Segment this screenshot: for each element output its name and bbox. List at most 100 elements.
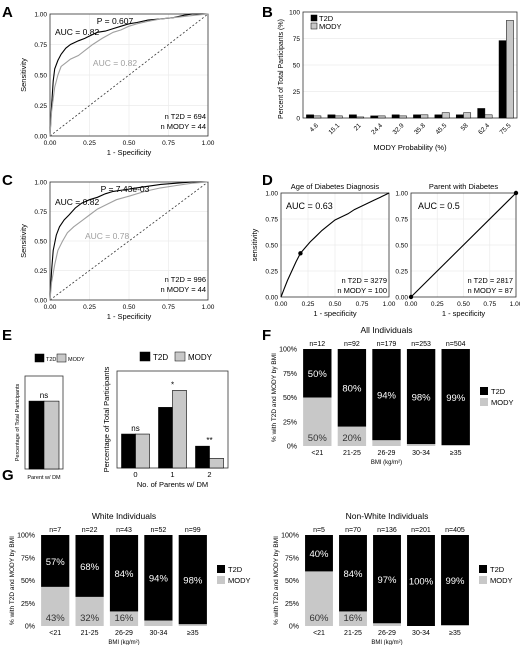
G2-t2d-percent-label: 40% — [309, 549, 329, 560]
G2-title: Non-White Individuals — [346, 511, 429, 521]
F-bar-t2d — [337, 349, 367, 427]
G2-y-tick-label: 50% — [285, 578, 299, 585]
G1-y-tick-label: 75% — [21, 555, 35, 562]
A-roc-curve-gray — [49, 13, 209, 137]
G1-t2d-percent-label: 57% — [46, 557, 66, 568]
F-y-tick-label: 25% — [283, 419, 297, 426]
B-bar-mody — [399, 115, 407, 119]
A-x-tick-label: 0.00 — [44, 140, 57, 147]
A-plot-frame — [49, 13, 209, 137]
B-y-tick-label: 25 — [293, 89, 301, 96]
A-annotation-n_mody: n MODY = 44 — [160, 122, 206, 131]
D1-x-tick-label: 0.00 — [275, 301, 288, 308]
E2-bar-t2d — [195, 445, 210, 469]
G1-bar-t2d — [75, 535, 104, 597]
E2-bar-mody — [209, 457, 224, 469]
F-legend-swatch-t2d — [480, 387, 488, 395]
D1-title: Age of Diabetes Diagnosis — [291, 182, 380, 191]
G2-y-tick-label: 0% — [289, 624, 299, 631]
E1-significance-label: ns — [40, 391, 48, 400]
B-bar-mody — [356, 116, 365, 119]
G2-bar-t2d — [407, 535, 435, 626]
G1-x-tick-label: 30-34 — [149, 630, 167, 637]
F-bar-mody — [441, 445, 470, 446]
G1-title: White Individuals — [92, 511, 156, 521]
F-x-tick-label: 21-25 — [343, 450, 361, 457]
D2-y-tick-label: 1.00 — [395, 191, 408, 198]
B-bar-t2d — [391, 114, 400, 119]
G1-y-tick-label: 50% — [21, 578, 35, 585]
G2-bar-mody — [441, 625, 469, 626]
E2-bar-mody — [135, 433, 150, 469]
E2-legend-label-mody: MODY — [188, 353, 213, 362]
G1-mody-percent-label: 32% — [80, 613, 100, 624]
A-y-tick-label: 0.25 — [34, 103, 47, 110]
G1-legend-swatch-t2d — [217, 565, 225, 573]
E1-legend-swatch-t2d — [34, 353, 45, 363]
F-y-tick-label: 0% — [287, 444, 297, 451]
D1-roc-curve-black — [280, 192, 390, 298]
C-x-tick-label: 0.25 — [83, 304, 96, 311]
G1-bar-t2d — [144, 535, 173, 621]
B-bar-mody — [334, 115, 343, 119]
C-annotation-n_t2d: n T2D = 996 — [165, 275, 206, 284]
panel-label-f: F — [262, 327, 271, 344]
G2-bar-t2d — [339, 535, 367, 612]
A-x-tick-label: 0.75 — [162, 140, 175, 147]
A-x-tick-label: 1.00 — [202, 140, 215, 147]
E2-x-tick-label: 1 — [170, 470, 174, 479]
G1-n-label: n=99 — [185, 527, 201, 534]
D2-annotation-n_mody: n MODY = 87 — [467, 286, 513, 295]
A-y-tick-label: 0.00 — [34, 134, 47, 141]
B-x-tick-label: 4.6 — [309, 122, 321, 134]
G2-t2d-percent-label: 99% — [445, 576, 465, 587]
G2-legend-swatch-mody — [479, 576, 487, 584]
D1-y-axis-label: sensitivity — [250, 228, 259, 261]
F-legend-swatch-mody — [480, 398, 488, 406]
G2-bar-t2d — [441, 535, 469, 626]
F-x-tick-label: 26-29 — [378, 450, 396, 457]
B-legend-label-t2d: T2D — [319, 14, 334, 23]
G2-bar-t2d — [305, 535, 333, 572]
E2-legend-swatch-t2d — [139, 351, 151, 362]
B-x-tick-label: 32.9 — [392, 122, 406, 136]
G1-n-label: n=22 — [82, 527, 98, 534]
C-annotation-auc_gray: AUC = 0.78 — [85, 231, 129, 241]
B-legend-swatch-t2d — [310, 14, 318, 22]
B-bar-t2d — [477, 108, 486, 119]
C-y-tick-label: 0.00 — [34, 298, 47, 305]
G1-bar-mody — [144, 620, 173, 626]
G1-y-tick-label: 0% — [25, 624, 35, 631]
E1-legend-swatch-mody — [56, 353, 67, 363]
B-bar-mody — [506, 20, 514, 119]
D1-y-tick-label: 0.25 — [265, 269, 278, 276]
D2-x-axis-label: 1 - specificity — [442, 309, 486, 318]
G2-bar-t2d — [373, 535, 401, 624]
B-bar-t2d — [370, 115, 379, 119]
C-roc-curve-black — [49, 181, 208, 301]
F-n-label: n=92 — [344, 341, 360, 348]
G1-bar-mody — [178, 624, 207, 626]
G1-t2d-percent-label: 84% — [114, 569, 134, 580]
B-y-axis-label: Percent of Total Participants (%) — [278, 19, 285, 119]
F-y-tick-label: 100% — [279, 347, 297, 354]
F-bar-mody — [337, 426, 367, 446]
D1-y-tick-label: 1.00 — [265, 191, 278, 198]
G1-bar-t2d — [178, 535, 207, 625]
G1-t2d-percent-label: 68% — [80, 562, 100, 573]
B-y-tick-label: 50 — [293, 63, 301, 70]
G2-x-tick-label: 30-34 — [412, 630, 430, 637]
F-x-axis-label: BMI (kg/m²) — [371, 460, 402, 466]
B-x-tick-label: 62.4 — [477, 122, 491, 136]
F-bar-t2d — [303, 349, 332, 398]
A-x-axis-label: 1 - Specificity — [107, 148, 152, 157]
G2-x-tick-label: <21 — [313, 630, 325, 637]
B-x-tick-label: 15.1 — [327, 122, 341, 136]
G2-n-label: n=405 — [445, 527, 465, 534]
panel-label-e: E — [2, 327, 12, 344]
C-annotation-n_mody: n MODY = 44 — [160, 285, 206, 294]
G2-x-tick-label: 26-29 — [378, 630, 396, 637]
panel-label-d: D — [262, 172, 273, 189]
G2-y-tick-label: 75% — [285, 555, 299, 562]
G2-x-tick-label: ≥35 — [449, 630, 461, 637]
